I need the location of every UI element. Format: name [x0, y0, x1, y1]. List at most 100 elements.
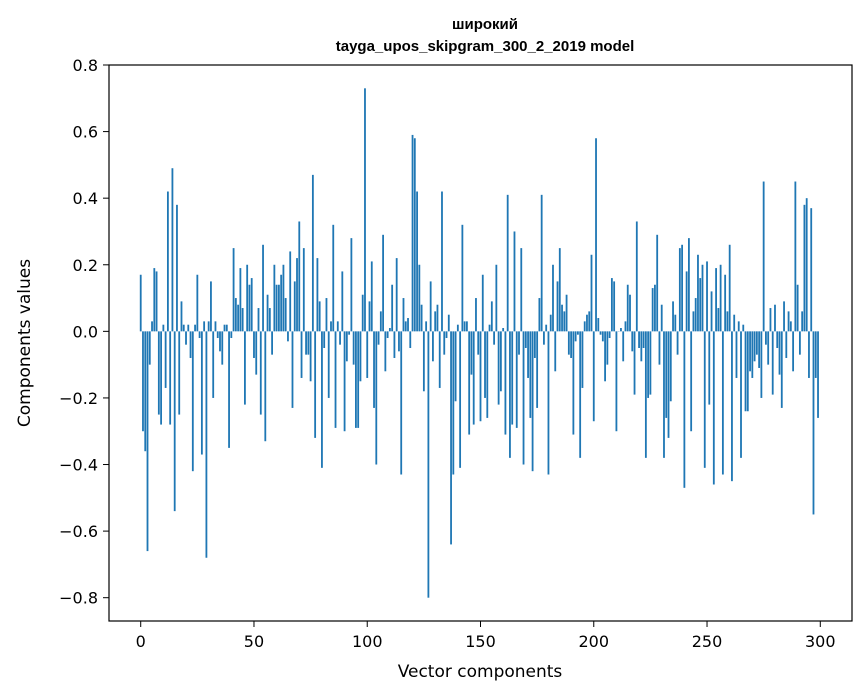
- bar: [674, 314, 677, 332]
- bar: [352, 331, 355, 365]
- bar: [545, 324, 548, 332]
- bar: [814, 331, 817, 378]
- bar: [683, 331, 686, 488]
- bar: [549, 314, 552, 332]
- bar: [207, 321, 210, 332]
- bar: [701, 264, 704, 332]
- bar: [599, 331, 602, 335]
- bar: [479, 331, 482, 422]
- bar: [561, 304, 563, 332]
- bar: [717, 308, 720, 332]
- bar: [336, 321, 339, 332]
- bar: [731, 331, 733, 482]
- bar: [817, 331, 819, 418]
- bar: [511, 331, 514, 425]
- bar: [377, 331, 380, 345]
- x-tick-label: 0: [136, 632, 146, 651]
- bar: [232, 248, 235, 332]
- bar: [742, 324, 745, 332]
- bar: [744, 331, 747, 412]
- bar: [160, 331, 162, 425]
- bar: [735, 331, 738, 378]
- bar: [447, 314, 450, 332]
- bar: [651, 288, 654, 332]
- bar: [262, 244, 264, 332]
- bar: [699, 278, 702, 332]
- bar: [463, 321, 466, 332]
- bar: [776, 331, 779, 348]
- bar: [277, 284, 280, 332]
- bar: [638, 331, 640, 348]
- bar: [665, 331, 668, 418]
- plot-frame: [108, 64, 853, 622]
- bar: [604, 331, 606, 382]
- bar: [366, 331, 369, 378]
- bar: [364, 88, 366, 332]
- bar: [171, 168, 174, 332]
- bar: [794, 181, 797, 332]
- bar: [255, 331, 258, 375]
- bar: [205, 331, 208, 558]
- bar: [330, 321, 332, 332]
- bar: [658, 331, 661, 365]
- bar: [178, 331, 181, 415]
- bar: [348, 331, 351, 335]
- bars-group: [139, 88, 819, 598]
- bar: [785, 331, 788, 358]
- bar: [386, 331, 389, 339]
- x-axis-label: Vector components: [398, 662, 563, 682]
- bar: [597, 318, 600, 332]
- bar: [309, 331, 312, 382]
- chart-title-line-2: tayga_upos_skipgram_300_2_2019 model: [336, 38, 635, 55]
- bar: [613, 281, 616, 332]
- bar: [697, 254, 699, 332]
- bar: [176, 204, 178, 332]
- bar: [760, 331, 763, 398]
- bar: [796, 284, 799, 332]
- bar: [368, 301, 371, 332]
- bar: [694, 298, 697, 332]
- bar: [644, 331, 647, 458]
- bar: [321, 331, 323, 468]
- bar: [450, 331, 452, 545]
- bar: [552, 264, 554, 332]
- bar: [223, 324, 226, 332]
- bar: [341, 271, 344, 332]
- bar: [778, 331, 781, 375]
- bar: [499, 331, 502, 392]
- bar: [563, 311, 566, 332]
- bar: [678, 248, 681, 332]
- bar: [746, 331, 749, 412]
- bar: [153, 268, 156, 332]
- bar: [379, 311, 382, 332]
- bar: [810, 208, 813, 332]
- bar: [808, 331, 810, 378]
- bar: [771, 331, 774, 395]
- bar: [257, 308, 260, 332]
- bar: [608, 331, 611, 339]
- bar: [246, 264, 249, 332]
- y-tick-label: −0.6: [59, 522, 98, 541]
- bar: [418, 264, 421, 332]
- bar: [656, 234, 659, 332]
- bar: [751, 331, 754, 378]
- bar: [592, 331, 595, 422]
- bar: [504, 331, 507, 435]
- bar: [361, 294, 364, 332]
- x-tick-label: 100: [352, 632, 383, 651]
- bar: [812, 331, 815, 515]
- bar: [567, 331, 570, 355]
- bar: [774, 304, 776, 332]
- bar: [339, 331, 341, 345]
- bar: [416, 191, 418, 332]
- bar: [633, 331, 636, 395]
- bar: [647, 331, 650, 398]
- y-tick-label: 0.6: [73, 123, 98, 142]
- bar: [531, 331, 534, 472]
- bar: [672, 301, 674, 332]
- bar: [323, 331, 326, 348]
- bar: [216, 331, 219, 339]
- bar: [370, 261, 373, 332]
- bar: [685, 271, 688, 332]
- bar: [484, 331, 486, 398]
